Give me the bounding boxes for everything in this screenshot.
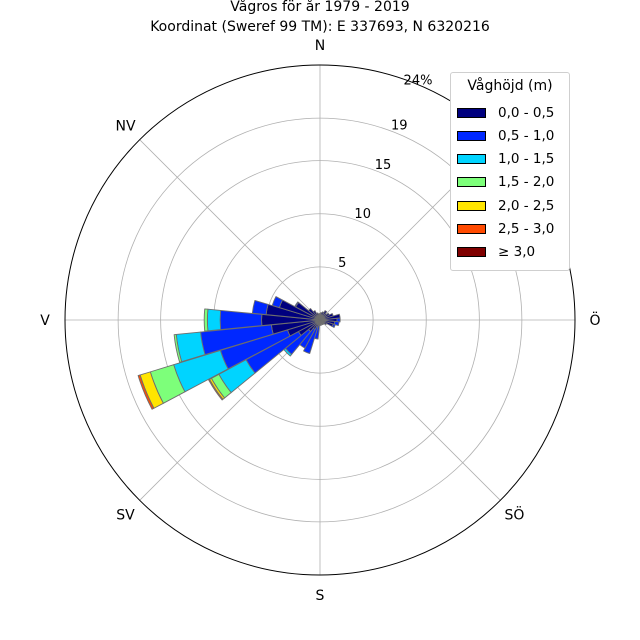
legend-label: 0,5 - 1,0 <box>498 128 555 144</box>
legend-label: 2,5 - 3,0 <box>498 221 555 237</box>
chart-title: Vågros för år 1979 - 2019 <box>230 0 410 15</box>
legend-label: 1,0 - 1,5 <box>498 151 555 167</box>
legend-swatch <box>457 224 486 234</box>
legend-item: 2,0 - 2,5 <box>457 198 554 214</box>
direction-label: N <box>315 38 325 54</box>
rose-bar-segment <box>251 299 269 316</box>
legend-swatch <box>457 177 486 187</box>
direction-label: SV <box>116 508 135 524</box>
rose-bar-segment <box>203 308 209 332</box>
legend-item: ≥ 3,0 <box>457 244 535 260</box>
direction-label: SÖ <box>505 506 525 524</box>
grid-spoke <box>139 139 321 321</box>
rose-bar-segment <box>294 301 300 308</box>
legend-label: 0,0 - 0,5 <box>498 105 555 121</box>
radial-tick-label: 10 <box>354 207 371 222</box>
legend-item: 0,5 - 1,0 <box>457 128 554 144</box>
grid-spoke <box>319 319 501 501</box>
radial-tick-label: 15 <box>375 158 392 173</box>
rose-bar-segment <box>173 334 183 363</box>
legend-label: 1,5 - 2,0 <box>498 174 555 190</box>
legend-swatch <box>457 201 486 211</box>
rose-bar-segment <box>317 313 321 321</box>
legend-swatch <box>457 131 486 141</box>
rose-bar-segment <box>208 378 224 401</box>
direction-label: Ö <box>589 311 600 329</box>
outer-circle <box>64 64 576 576</box>
direction-label: NV <box>115 119 135 135</box>
legend-item: 1,5 - 2,0 <box>457 174 554 190</box>
legend-item: 2,5 - 3,0 <box>457 221 554 237</box>
rose-bar-segment <box>331 323 336 328</box>
legend-item: 1,0 - 1,5 <box>457 151 554 167</box>
rose-bars <box>137 296 341 410</box>
axis-labels: 5 10 15 19 24% N Ö SÖ S SV V NV <box>40 38 600 604</box>
direction-label: V <box>40 313 50 329</box>
radial-tick-label: 19 <box>391 119 408 134</box>
rose-bar-segment <box>271 296 283 309</box>
radial-tick-label: 5 <box>338 256 346 271</box>
radial-tick-label: 24% <box>404 73 433 88</box>
legend: Våghöjd (m) 0,0 - 0,5 0,5 - 1,0 1,0 - 1,… <box>450 72 570 271</box>
legend-label: ≥ 3,0 <box>498 244 536 260</box>
rose-bar-segment <box>137 374 155 410</box>
legend-swatch <box>457 247 486 257</box>
direction-label: S <box>316 588 325 604</box>
legend-swatch <box>457 108 486 118</box>
polar-grid <box>64 64 576 576</box>
legend-swatch <box>457 154 486 164</box>
rose-bar-segment <box>206 308 222 332</box>
legend-item: 0,0 - 0,5 <box>457 105 554 121</box>
legend-title: Våghöjd (m) <box>467 78 553 94</box>
legend-label: 2,0 - 2,5 <box>498 198 555 214</box>
chart-subtitle: Koordinat (Sweref 99 TM): E 337693, N 63… <box>150 19 490 35</box>
